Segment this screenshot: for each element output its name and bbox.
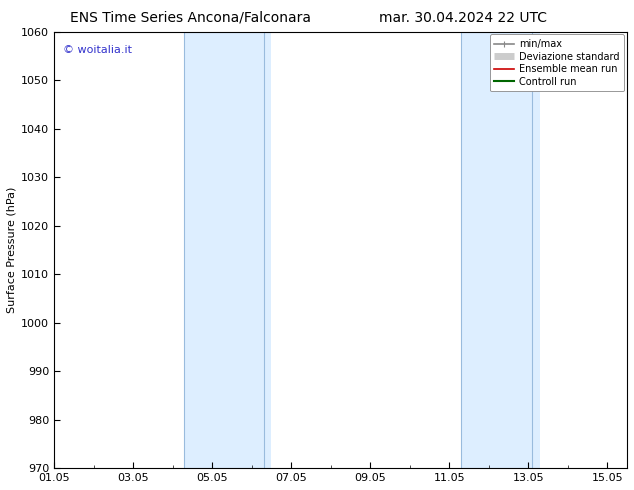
Bar [184, 31, 271, 468]
Legend: min/max, Deviazione standard, Ensemble mean run, Controll run: min/max, Deviazione standard, Ensemble m… [489, 34, 624, 92]
Text: © woitalia.it: © woitalia.it [63, 45, 132, 54]
Text: ENS Time Series Ancona/Falconara: ENS Time Series Ancona/Falconara [70, 11, 311, 25]
Y-axis label: Surface Pressure (hPa): Surface Pressure (hPa) [7, 187, 17, 313]
Bar [461, 31, 540, 468]
Text: mar. 30.04.2024 22 UTC: mar. 30.04.2024 22 UTC [379, 11, 547, 25]
